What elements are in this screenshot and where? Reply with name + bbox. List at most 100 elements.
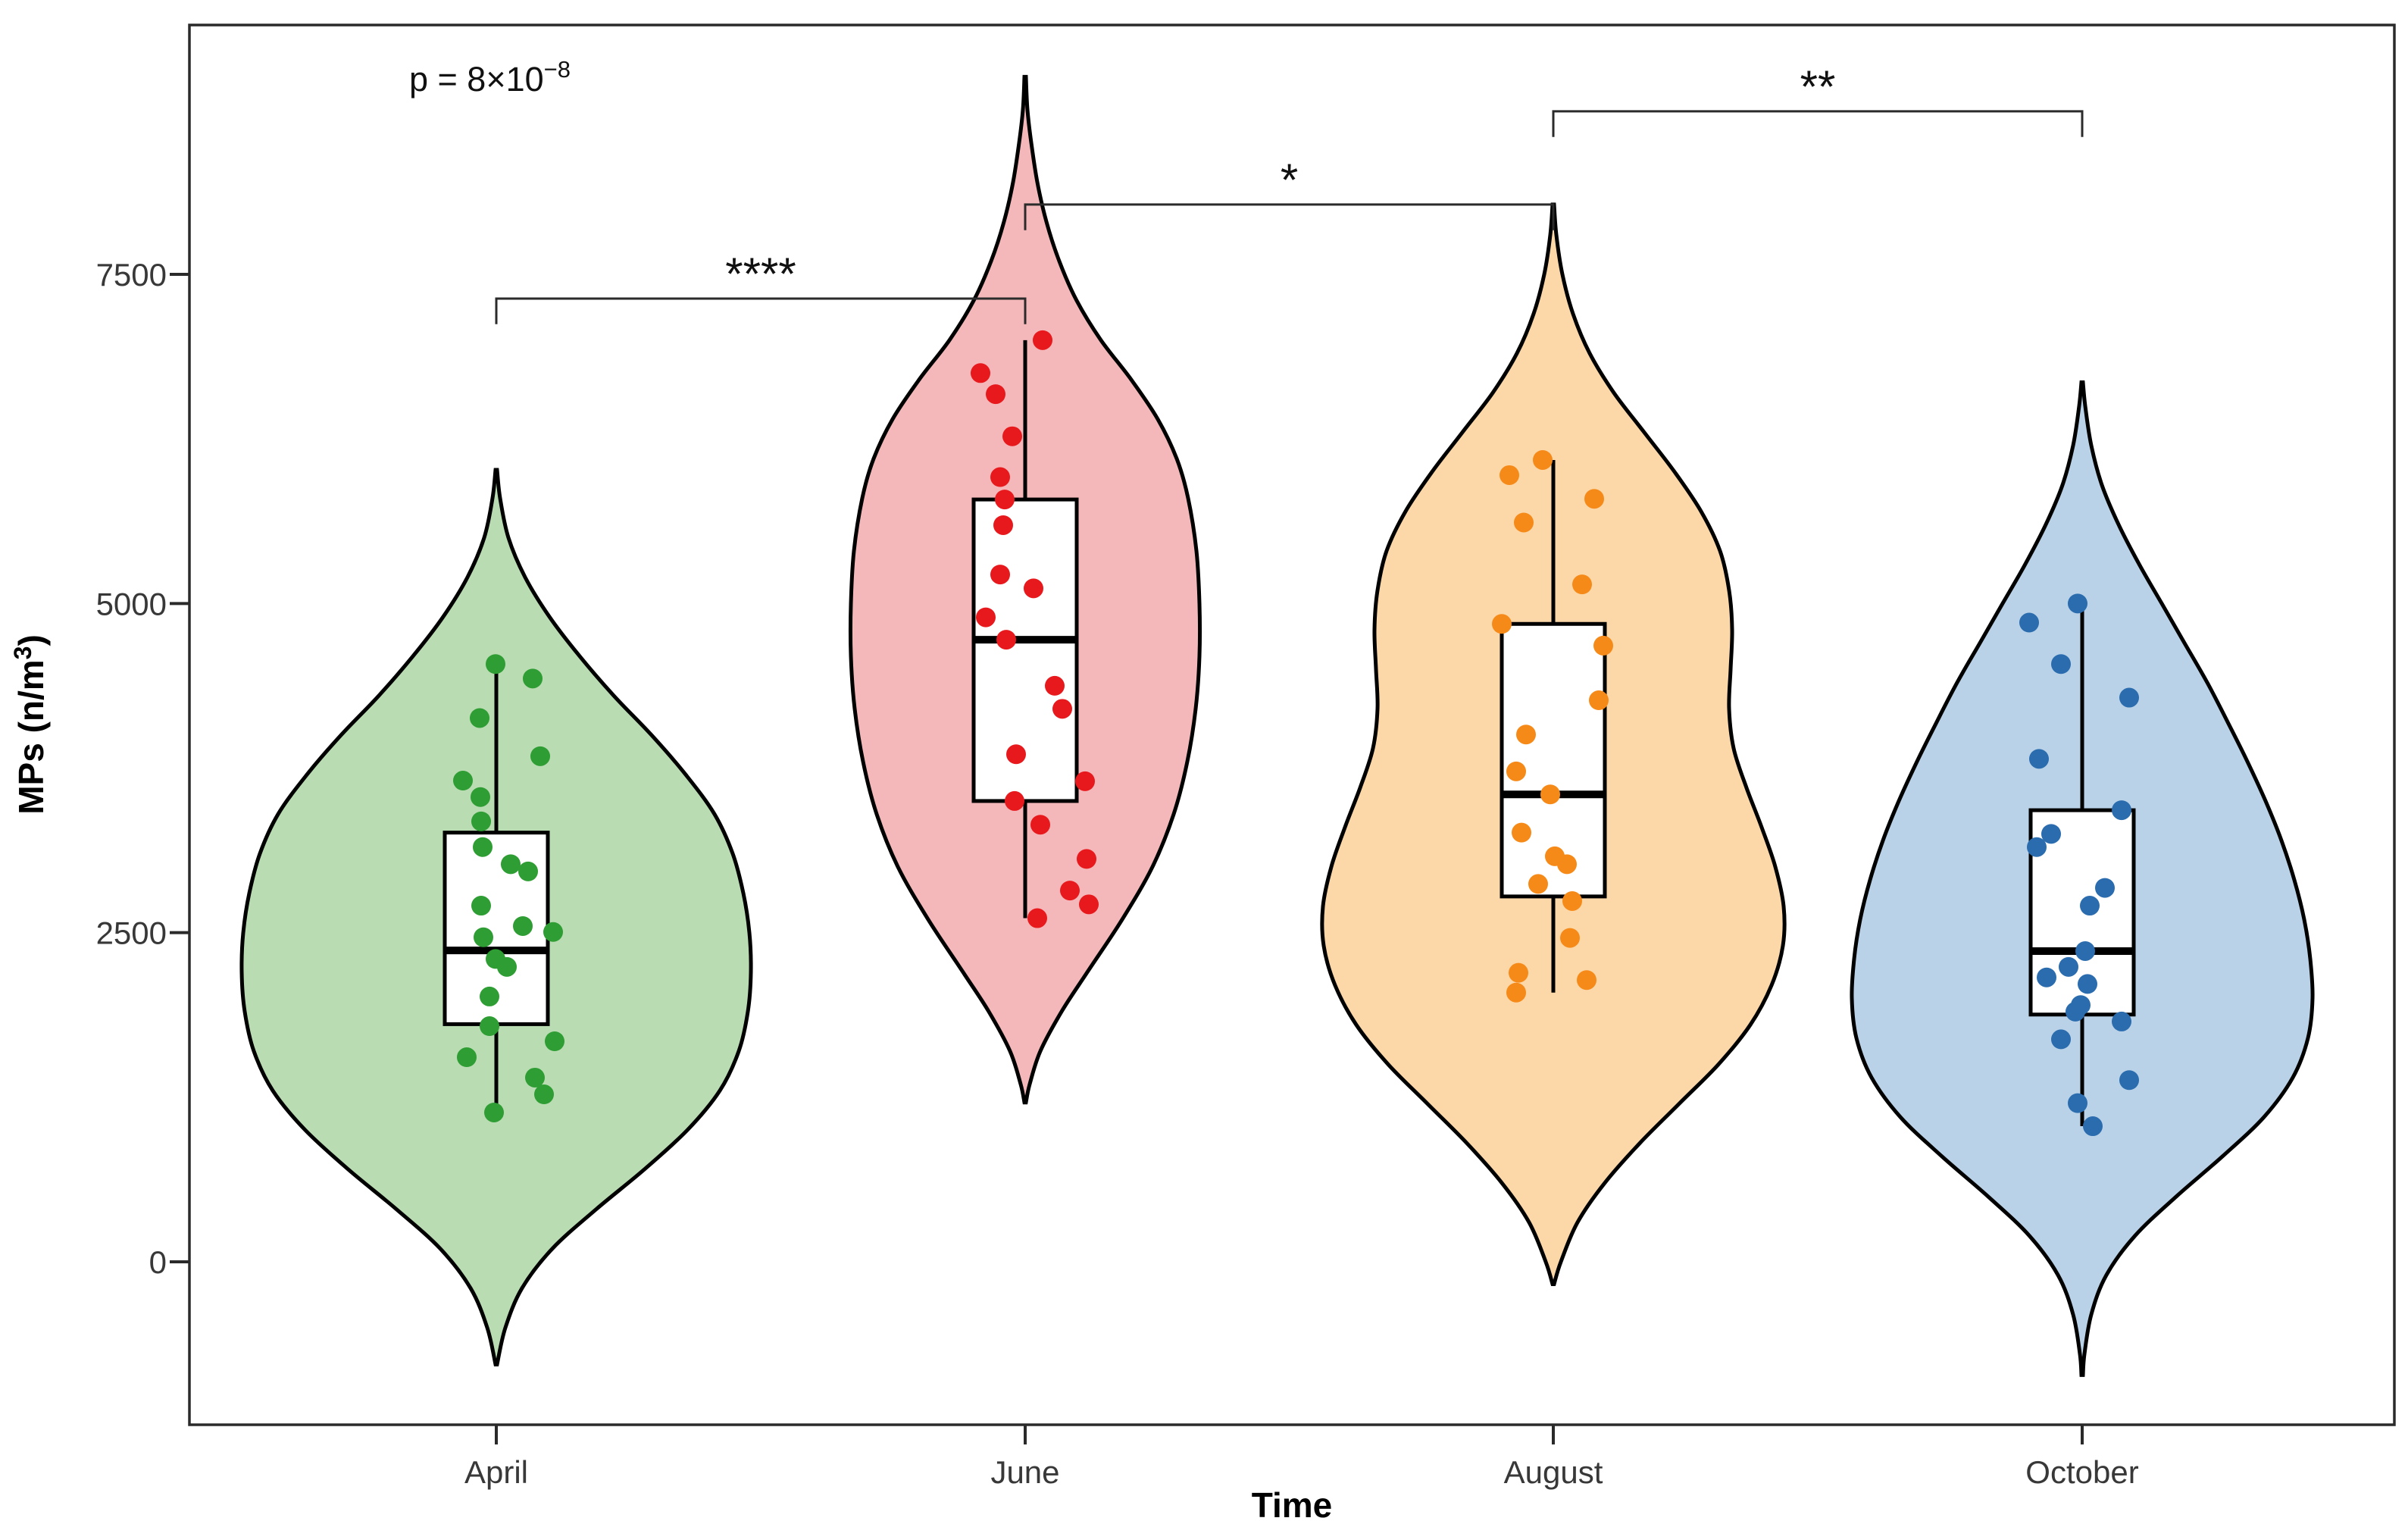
data-point <box>990 467 1010 487</box>
data-point <box>480 1016 499 1037</box>
data-point <box>1077 849 1096 869</box>
data-point <box>523 668 543 689</box>
data-point <box>2051 1029 2071 1050</box>
data-point <box>453 771 473 791</box>
data-point <box>518 861 538 881</box>
panel-border <box>188 23 2396 1426</box>
p-value-annotation: p = 8×10−8 <box>409 56 571 99</box>
data-point <box>2068 1093 2087 1113</box>
data-point <box>471 787 490 807</box>
data-point <box>1492 614 1512 634</box>
significance-stars: * <box>1281 155 1298 205</box>
data-point <box>1560 928 1580 948</box>
data-point <box>1506 982 1526 1003</box>
y-tick-label: 5000 <box>96 586 167 621</box>
data-point <box>1509 962 1528 983</box>
data-point <box>2019 612 2039 633</box>
data-point <box>993 515 1013 535</box>
data-point <box>2112 1011 2131 1031</box>
data-point <box>1593 635 1613 656</box>
data-point <box>2112 800 2131 821</box>
data-point <box>995 490 1015 510</box>
data-point <box>2059 956 2078 977</box>
x-axis: April June August October <box>464 1425 2139 1490</box>
x-tick-label-june: June <box>990 1454 1059 1490</box>
data-point <box>2095 878 2115 898</box>
data-point <box>2027 837 2047 857</box>
jitter-points-april <box>453 654 564 1122</box>
data-point <box>990 565 1010 585</box>
data-point <box>2078 974 2097 994</box>
data-point <box>525 1067 545 1088</box>
data-point <box>1024 578 1043 599</box>
bracket-line <box>495 297 1027 324</box>
data-point <box>2066 1001 2085 1022</box>
x-axis-title: Time <box>1252 1485 1333 1521</box>
data-point <box>1512 822 1531 843</box>
data-point <box>534 1084 554 1105</box>
significance-stars: ** <box>1800 61 1836 112</box>
data-point <box>480 986 499 1006</box>
data-point <box>1045 675 1065 696</box>
data-point <box>1027 908 1047 928</box>
data-point <box>1002 426 1022 446</box>
data-point <box>1540 784 1560 805</box>
violin-group-april <box>239 468 753 1366</box>
data-point <box>1533 449 1553 470</box>
data-point <box>2083 1116 2103 1137</box>
y-axis-title: MPs (n/m3) <box>9 634 51 815</box>
data-point <box>986 384 1005 405</box>
y-tick-label: 7500 <box>96 257 167 293</box>
data-point <box>1030 815 1050 835</box>
data-point <box>543 922 563 942</box>
data-point <box>1005 790 1024 811</box>
data-point <box>473 837 493 857</box>
data-point <box>2080 896 2100 916</box>
data-point <box>545 1031 564 1051</box>
data-point <box>1514 512 1534 533</box>
data-point <box>2119 687 2139 708</box>
data-point <box>1079 894 1099 915</box>
significance-stars: **** <box>725 249 796 299</box>
data-point <box>971 363 990 383</box>
data-point <box>1033 330 1052 350</box>
data-point <box>2075 940 2095 961</box>
data-point <box>457 1047 477 1068</box>
violin-group-june <box>848 74 1202 1105</box>
data-point <box>2037 967 2056 987</box>
data-point <box>471 896 491 916</box>
data-point <box>484 1102 504 1122</box>
data-point <box>1562 890 1582 911</box>
data-point <box>530 746 550 766</box>
x-tick-label-april: April <box>464 1454 528 1490</box>
sig-bracket-april-june: **** <box>495 249 1027 324</box>
jitter-points-june <box>971 330 1099 928</box>
x-tick-label-october: October <box>2025 1454 2138 1490</box>
jitter-points-october <box>2019 593 2139 1137</box>
sig-bracket-august-october: ** <box>1552 61 2084 137</box>
data-point <box>1006 744 1026 765</box>
data-point <box>486 654 505 674</box>
data-point <box>471 811 491 831</box>
sig-bracket-june-august: * <box>1024 155 1555 230</box>
y-axis: 0 2500 5000 7500 <box>96 257 189 1280</box>
data-point <box>474 927 493 947</box>
data-point <box>976 607 996 627</box>
data-point <box>497 956 517 977</box>
data-point <box>996 630 1016 650</box>
data-point <box>501 854 521 875</box>
violin-group-october <box>1850 380 2315 1377</box>
data-point <box>1075 771 1095 791</box>
data-point <box>1516 725 1536 745</box>
bracket-line <box>1024 203 1555 230</box>
data-point <box>1572 574 1592 595</box>
y-tick-label: 0 <box>149 1244 167 1280</box>
data-point <box>1052 699 1072 719</box>
data-point <box>1584 489 1604 509</box>
data-point <box>1577 970 1596 991</box>
data-point <box>513 915 533 936</box>
data-point <box>1500 465 1519 485</box>
bracket-line <box>1552 110 2084 137</box>
violin-group-august <box>1320 202 1787 1286</box>
